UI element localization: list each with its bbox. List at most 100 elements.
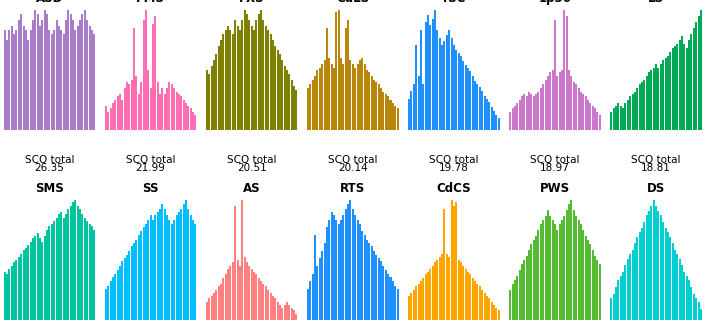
Bar <box>107 112 109 130</box>
Bar <box>629 254 631 320</box>
Bar <box>30 242 32 320</box>
Bar <box>154 16 156 130</box>
Bar <box>378 84 380 130</box>
Bar <box>211 296 213 320</box>
Bar <box>698 16 699 130</box>
Bar <box>620 106 621 130</box>
Bar <box>122 261 123 320</box>
Bar <box>119 94 121 130</box>
Bar <box>218 46 220 130</box>
Bar <box>319 68 321 130</box>
Bar <box>537 92 539 130</box>
Bar <box>166 215 168 320</box>
Bar <box>112 104 114 130</box>
Bar <box>408 99 410 130</box>
Bar <box>227 26 229 130</box>
Bar <box>434 10 436 130</box>
Bar <box>641 228 643 320</box>
Bar <box>72 202 74 320</box>
Bar <box>653 68 655 130</box>
Bar <box>617 104 619 130</box>
Bar <box>86 20 88 130</box>
Bar <box>147 220 149 320</box>
Bar <box>168 220 170 320</box>
Bar <box>366 70 368 130</box>
Bar <box>380 88 382 130</box>
Bar <box>583 230 584 320</box>
Bar <box>260 281 262 320</box>
Bar <box>486 296 488 320</box>
Text: PWS: PWS <box>540 182 570 195</box>
Bar <box>206 302 208 320</box>
Bar <box>617 280 619 320</box>
Bar <box>551 70 554 130</box>
Bar <box>523 260 525 320</box>
Text: CdCS: CdCS <box>437 182 471 195</box>
Bar <box>117 96 119 130</box>
Bar <box>206 70 208 130</box>
Bar <box>67 209 69 320</box>
Bar <box>622 108 624 130</box>
Bar <box>345 209 346 320</box>
Bar <box>523 94 525 130</box>
Bar <box>251 26 252 130</box>
Bar <box>496 115 497 130</box>
Bar <box>484 96 486 130</box>
Bar <box>620 276 621 320</box>
Bar <box>255 20 257 130</box>
Bar <box>192 220 194 320</box>
Bar <box>464 65 467 130</box>
Bar <box>157 82 158 130</box>
Bar <box>8 30 11 130</box>
Bar <box>239 266 241 320</box>
Bar <box>481 92 483 130</box>
Bar <box>457 53 460 130</box>
Bar <box>110 281 112 320</box>
Bar <box>493 112 495 130</box>
Bar <box>352 64 354 130</box>
Bar <box>585 96 587 130</box>
Bar <box>248 266 250 320</box>
Bar <box>145 224 147 320</box>
Bar <box>566 210 568 320</box>
Bar <box>180 96 182 130</box>
Bar <box>230 30 231 130</box>
Bar <box>467 272 469 320</box>
Bar <box>479 87 481 130</box>
Bar <box>684 272 685 320</box>
Bar <box>693 293 695 320</box>
Bar <box>420 281 422 320</box>
Bar <box>599 116 601 130</box>
Bar <box>592 106 594 130</box>
Bar <box>79 209 81 320</box>
Bar <box>392 104 394 130</box>
Bar <box>679 40 681 130</box>
Bar <box>509 290 511 320</box>
Bar <box>35 236 36 320</box>
Text: SCQ total: SCQ total <box>227 155 276 165</box>
Bar <box>587 100 589 130</box>
Bar <box>425 274 426 320</box>
Bar <box>18 20 20 130</box>
Bar <box>429 269 431 320</box>
Bar <box>37 14 39 130</box>
Bar <box>171 224 173 320</box>
Bar <box>455 202 457 320</box>
Bar <box>590 244 591 320</box>
Bar <box>11 266 13 320</box>
Text: SCQ total: SCQ total <box>25 155 74 165</box>
Bar <box>143 20 144 130</box>
Bar <box>255 274 257 320</box>
Bar <box>418 76 419 130</box>
Bar <box>450 200 452 320</box>
Bar <box>88 26 90 130</box>
Bar <box>347 204 349 320</box>
Bar <box>643 80 645 130</box>
Bar <box>429 25 431 130</box>
Bar <box>631 94 633 130</box>
Bar <box>312 274 314 320</box>
Bar <box>382 92 385 130</box>
Bar <box>359 224 361 320</box>
Bar <box>49 226 50 320</box>
Bar <box>269 34 271 130</box>
